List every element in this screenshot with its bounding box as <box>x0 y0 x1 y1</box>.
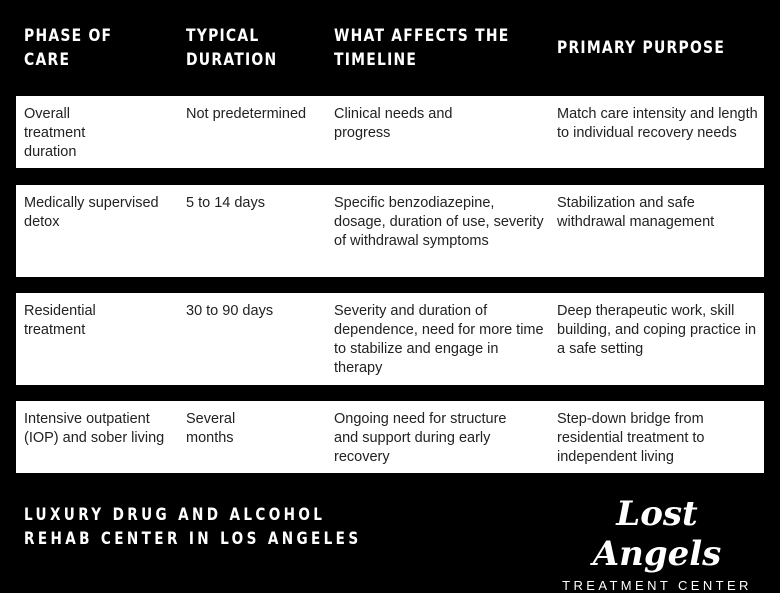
table-row: Medically supervised detox 5 to 14 days … <box>16 185 764 277</box>
brand-logo: Lost Angels TREATMENT CENTER <box>556 494 758 593</box>
header-line: DURATION <box>186 50 278 70</box>
cell-purpose: Deep therapeutic work, skill building, a… <box>557 303 757 357</box>
cell-duration: 5 to 14 days <box>186 195 265 211</box>
logo-subtitle: TREATMENT CENTER <box>562 578 752 593</box>
tagline-line-1: LUXURY DRUG AND ALCOHOL <box>24 505 326 525</box>
cell-purpose: Step-down bridge from residential treatm… <box>557 411 705 465</box>
cell-phase: Intensive outpatient (IOP) and sober liv… <box>24 411 165 446</box>
cell-duration: 30 to 90 days <box>186 303 274 319</box>
header-primary-purpose: PRIMARY PURPOSE <box>557 36 725 60</box>
cell-factors: Clinical needs and progress <box>334 106 453 141</box>
cell-duration: Several months <box>186 411 236 446</box>
table-row: Intensive outpatient (IOP) and sober liv… <box>16 401 764 473</box>
cell-duration: Not predetermined <box>186 106 307 122</box>
header-phase-of-care: PHASE OF CARE <box>24 24 112 72</box>
table-row: Overall treatment duration Not predeterm… <box>16 96 764 168</box>
footer-tagline: LUXURY DRUG AND ALCOHOL REHAB CENTER IN … <box>24 503 361 551</box>
header-line: PHASE OF <box>24 26 113 46</box>
header-line: TIMELINE <box>334 50 418 70</box>
cell-factors: Ongoing need for structure and support d… <box>334 411 507 465</box>
header-line: TYPICAL <box>186 26 260 46</box>
cell-phase: Residential treatment <box>24 303 96 338</box>
logo-wordmark: Lost Angels <box>592 494 722 574</box>
header-line: CARE <box>24 50 71 70</box>
tagline-line-2: REHAB CENTER IN LOS ANGELES <box>24 529 362 549</box>
header-line: WHAT AFFECTS THE <box>334 26 510 46</box>
cell-phase: Medically supervised detox <box>24 195 159 230</box>
cell-purpose: Match care intensity and length to indiv… <box>557 106 758 141</box>
header-what-affects-timeline: WHAT AFFECTS THE TIMELINE <box>334 24 509 72</box>
cell-factors: Severity and duration of dependence, nee… <box>334 303 544 376</box>
header-typical-duration: TYPICAL DURATION <box>186 24 277 72</box>
table-row: Residential treatment 30 to 90 days Seve… <box>16 293 764 385</box>
cell-phase: Overall treatment duration <box>24 106 86 160</box>
cell-factors: Specific benzodiazepine, dosage, duratio… <box>334 195 544 249</box>
header-line: PRIMARY PURPOSE <box>557 38 726 58</box>
cell-purpose: Stabilization and safe withdrawal manage… <box>557 195 715 230</box>
